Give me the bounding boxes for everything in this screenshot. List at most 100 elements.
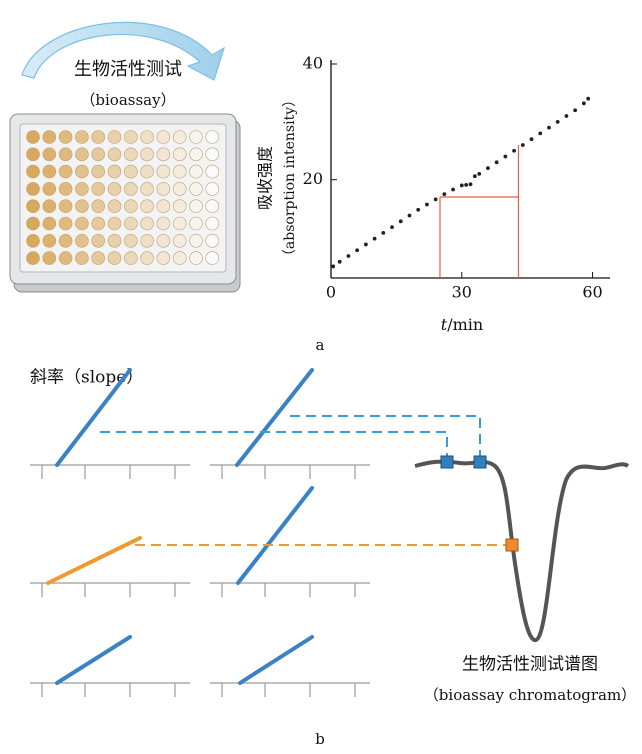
well [206, 252, 219, 265]
well [108, 217, 121, 230]
well [27, 252, 40, 265]
mini-axis [210, 683, 370, 697]
well [173, 200, 186, 213]
data-point [547, 126, 551, 130]
data-point [373, 237, 377, 241]
data-point [586, 97, 590, 101]
well [27, 234, 40, 247]
y-axis-label-cn: 吸收强度 [256, 146, 275, 210]
well [43, 182, 56, 195]
data-point [469, 182, 473, 186]
data-point [399, 219, 403, 223]
well [190, 252, 203, 265]
y-tick-label: 40 [303, 54, 323, 73]
data-point [425, 203, 429, 207]
well [190, 148, 203, 161]
mini-axis [30, 465, 190, 479]
x-tick-label: 30 [452, 283, 472, 302]
slope-line [48, 538, 140, 583]
well [108, 165, 121, 178]
well [124, 217, 137, 230]
data-point [390, 225, 394, 229]
data-point [530, 137, 534, 141]
well [43, 234, 56, 247]
well [92, 234, 105, 247]
well [206, 131, 219, 144]
chart-a: 030602040 [303, 54, 610, 302]
well [206, 182, 219, 195]
data-point [434, 197, 438, 201]
well [173, 131, 186, 144]
well [157, 131, 170, 144]
well [43, 148, 56, 161]
data-point [416, 208, 420, 212]
well [190, 200, 203, 213]
well [75, 148, 88, 161]
data-point [573, 108, 577, 112]
well [206, 234, 219, 247]
mini-axis [30, 683, 190, 697]
well [59, 217, 72, 230]
y-tick-label: 20 [303, 169, 323, 188]
well [124, 165, 137, 178]
data-point [355, 248, 359, 252]
chromatogram-cn: 生物活性测试谱图 [462, 655, 598, 675]
well [190, 165, 203, 178]
well [108, 200, 121, 213]
well [27, 131, 40, 144]
well [59, 252, 72, 265]
well [141, 252, 154, 265]
panel-label-a: a [316, 336, 325, 354]
data-point [538, 132, 542, 136]
data-point [364, 243, 368, 247]
data-point [512, 149, 516, 153]
data-point [556, 120, 560, 124]
well [59, 165, 72, 178]
well [157, 252, 170, 265]
well [141, 182, 154, 195]
slope-line [240, 637, 312, 683]
mini-axis [210, 583, 370, 597]
microplate [10, 114, 240, 292]
well [108, 182, 121, 195]
well [124, 234, 137, 247]
y-axis-label-en: （absorption intensity） [282, 93, 298, 263]
well [27, 182, 40, 195]
well [27, 148, 40, 161]
data-point [460, 184, 464, 188]
well [173, 165, 186, 178]
data-point [331, 265, 335, 269]
well [108, 234, 121, 247]
dashed-links [100, 416, 512, 545]
data-point [408, 214, 412, 218]
data-point [495, 160, 499, 164]
well [43, 200, 56, 213]
x-tick-label: 60 [582, 283, 602, 302]
well [206, 165, 219, 178]
data-point [486, 166, 490, 170]
well [141, 131, 154, 144]
well [173, 252, 186, 265]
well [92, 200, 105, 213]
well [206, 148, 219, 161]
well [141, 217, 154, 230]
data-point [565, 114, 569, 118]
data-point [347, 254, 351, 258]
well [157, 182, 170, 195]
dashed-link [100, 432, 447, 462]
well [124, 252, 137, 265]
well [190, 182, 203, 195]
well [92, 182, 105, 195]
mini-axes [30, 465, 370, 697]
chromatogram-point [506, 539, 518, 551]
well [108, 252, 121, 265]
data-point [451, 188, 455, 192]
well [75, 131, 88, 144]
well [43, 217, 56, 230]
well [75, 234, 88, 247]
well [173, 234, 186, 247]
slope-line [57, 637, 130, 683]
well [141, 234, 154, 247]
well [173, 217, 186, 230]
well [206, 217, 219, 230]
